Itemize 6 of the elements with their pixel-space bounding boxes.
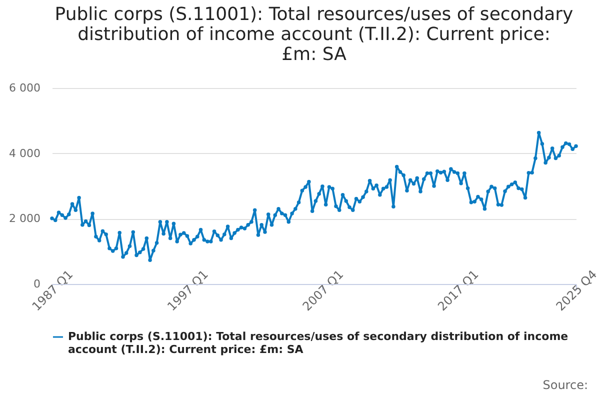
y-tick-label: 6 000 [9,82,40,94]
y-tick-label: 2 000 [9,212,40,226]
source-note: Source: [542,378,588,392]
y-tick-label: 4 000 [9,146,40,160]
chart-title: Public corps (S.11001): Total resources/uses of secondary distribution of income account (T.II.2): Current price: £m: SA [54,4,574,65]
legend-label: Public corps (S.11001): Total resources/uses of secondary distribution of income account (T.II.2): Current price: £m: SA [68,330,568,356]
